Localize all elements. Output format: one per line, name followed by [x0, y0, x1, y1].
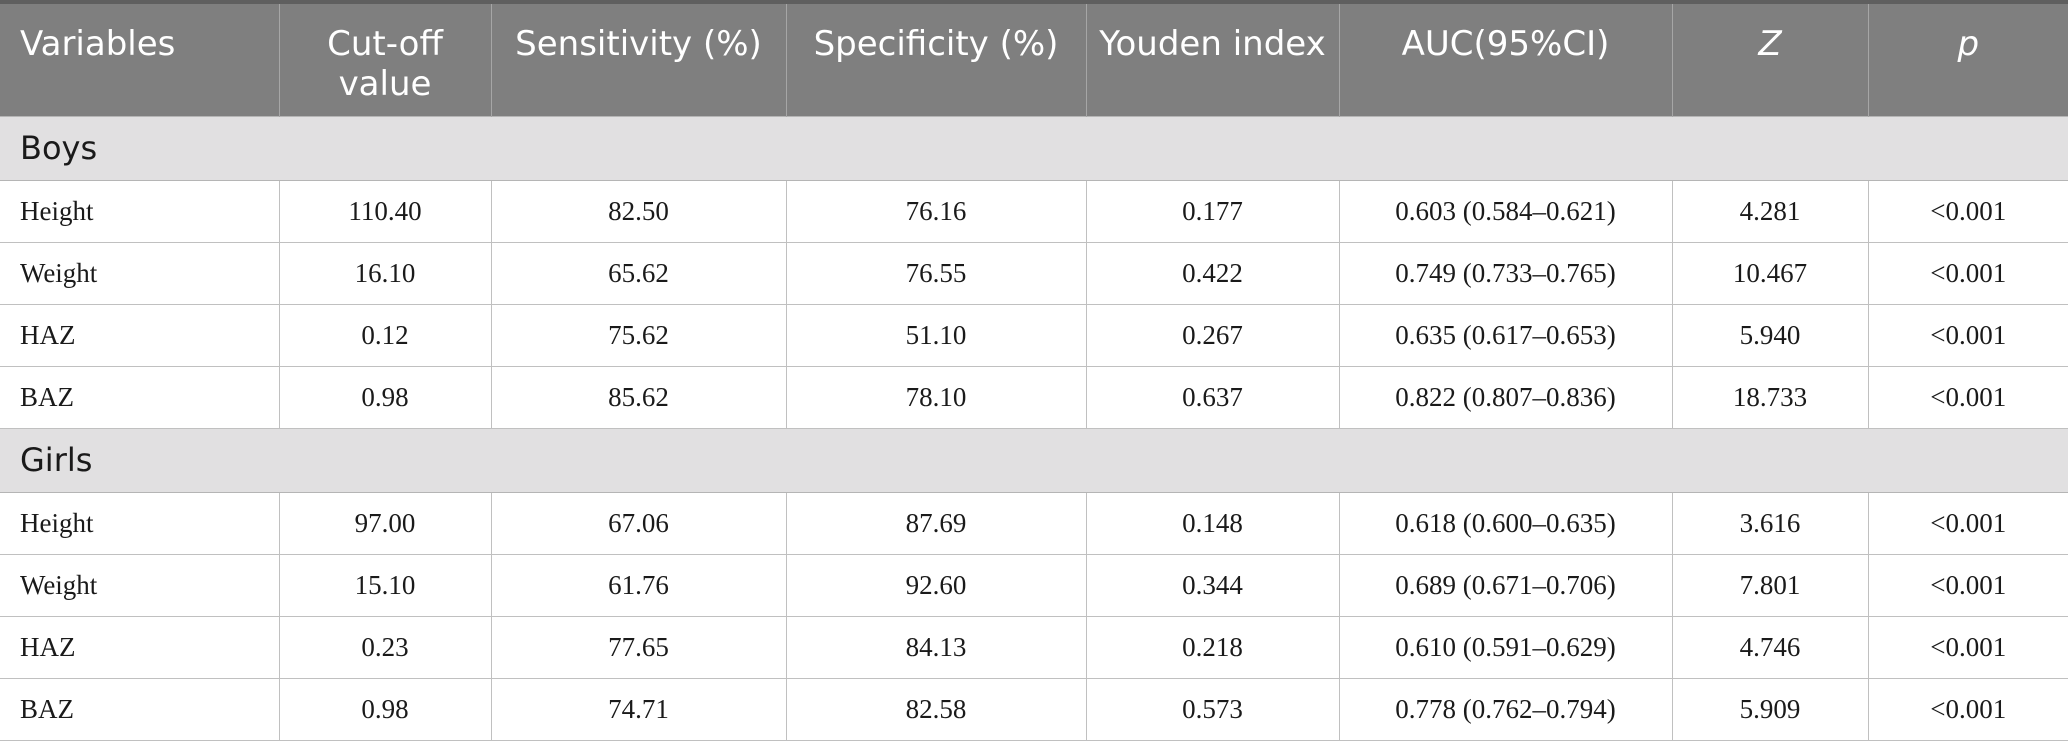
cell-youden-index: 0.218 [1086, 616, 1340, 679]
table-row: Height 110.40 82.50 76.16 0.177 0.603 (0.584–… [0, 180, 2068, 243]
cell-specificity: 82.58 [786, 678, 1087, 741]
cell-p: <0.001 [1868, 616, 2068, 679]
cell-z: 4.746 [1672, 616, 1869, 679]
cell-specificity: 84.13 [786, 616, 1087, 679]
column-header-auc-95ci: AUC(95%CI) [1339, 0, 1673, 116]
cell-youden-index: 0.637 [1086, 366, 1340, 429]
cell-cut-off-value: 0.98 [279, 678, 492, 741]
cell-variables: BAZ [0, 366, 280, 429]
cell-variables: Height [0, 180, 280, 243]
group-row-girls: Girls [0, 427, 2068, 493]
cell-sensitivity: 85.62 [491, 366, 787, 429]
column-header-variables: Variables [0, 0, 280, 116]
cell-sensitivity: 75.62 [491, 304, 787, 367]
cell-specificity: 76.16 [786, 180, 1087, 243]
cell-p: <0.001 [1868, 304, 2068, 367]
cell-variables: Height [0, 492, 280, 555]
cell-youden-index: 0.573 [1086, 678, 1340, 741]
cell-variables: Weight [0, 554, 280, 617]
table-row: Height 97.00 67.06 87.69 0.148 0.618 (0.600–0… [0, 492, 2068, 555]
cell-cut-off-value: 110.40 [279, 180, 492, 243]
cell-z: 4.281 [1672, 180, 1869, 243]
column-header-p: p [1868, 0, 2068, 116]
cell-sensitivity: 67.06 [491, 492, 787, 555]
cell-cut-off-value: 15.10 [279, 554, 492, 617]
cell-auc-95ci: 0.778 (0.762–0.794) [1339, 678, 1673, 741]
table-row: BAZ 0.98 85.62 78.10 0.637 0.822 (0.807–0.836… [0, 366, 2068, 429]
cell-auc-95ci: 0.603 (0.584–0.621) [1339, 180, 1673, 243]
cell-p: <0.001 [1868, 180, 2068, 243]
cell-auc-95ci: 0.749 (0.733–0.765) [1339, 242, 1673, 305]
cell-auc-95ci: 0.618 (0.600–0.635) [1339, 492, 1673, 555]
cell-specificity: 87.69 [786, 492, 1087, 555]
cell-auc-95ci: 0.822 (0.807–0.836) [1339, 366, 1673, 429]
cell-sensitivity: 74.71 [491, 678, 787, 741]
cell-specificity: 51.10 [786, 304, 1087, 367]
cell-youden-index: 0.422 [1086, 242, 1340, 305]
cell-youden-index: 0.267 [1086, 304, 1340, 367]
cell-p: <0.001 [1868, 366, 2068, 429]
cell-z: 3.616 [1672, 492, 1869, 555]
group-row-boys: Boys [0, 115, 2068, 181]
column-header-cut-off-value: Cut-off value [279, 0, 492, 116]
cell-z: 18.733 [1672, 366, 1869, 429]
column-header-sensitivity: Sensitivity (%) [491, 0, 787, 116]
cell-youden-index: 0.344 [1086, 554, 1340, 617]
cell-sensitivity: 82.50 [491, 180, 787, 243]
cell-sensitivity: 61.76 [491, 554, 787, 617]
table-row: Weight 15.10 61.76 92.60 0.344 0.689 (0.671–0… [0, 554, 2068, 617]
cell-sensitivity: 77.65 [491, 616, 787, 679]
table-header: Variables Cut-off value Sensitivity (%) Spe… [0, 0, 2068, 116]
cell-auc-95ci: 0.610 (0.591–0.629) [1339, 616, 1673, 679]
cell-z: 5.940 [1672, 304, 1869, 367]
cell-specificity: 92.60 [786, 554, 1087, 617]
table-body: Boys Height 110.40 82.50 76.16 0.177 0.603 (0.… [0, 115, 2068, 741]
cell-variables: Weight [0, 242, 280, 305]
column-header-youden-index: Youden index [1086, 0, 1340, 116]
column-header-specificity: Specificity (%) [786, 0, 1087, 116]
column-header-z: Z [1672, 0, 1869, 116]
cell-cut-off-value: 0.12 [279, 304, 492, 367]
cell-cut-off-value: 97.00 [279, 492, 492, 555]
cell-cut-off-value: 16.10 [279, 242, 492, 305]
cell-z: 10.467 [1672, 242, 1869, 305]
cell-specificity: 76.55 [786, 242, 1087, 305]
cell-cut-off-value: 0.98 [279, 366, 492, 429]
cell-p: <0.001 [1868, 492, 2068, 555]
table-row: Weight 16.10 65.62 76.55 0.422 0.749 (0.733–0… [0, 242, 2068, 305]
cell-variables: BAZ [0, 678, 280, 741]
header-row: Variables Cut-off value Sensitivity (%) Spe… [0, 0, 2068, 116]
cell-cut-off-value: 0.23 [279, 616, 492, 679]
cell-specificity: 78.10 [786, 366, 1087, 429]
cell-youden-index: 0.148 [1086, 492, 1340, 555]
cell-z: 7.801 [1672, 554, 1869, 617]
cell-p: <0.001 [1868, 554, 2068, 617]
table-row: HAZ 0.12 75.62 51.10 0.267 0.635 (0.617–0.653… [0, 304, 2068, 367]
cell-variables: HAZ [0, 616, 280, 679]
group-label: Boys [0, 115, 2068, 181]
cell-p: <0.001 [1868, 242, 2068, 305]
cell-p: <0.001 [1868, 678, 2068, 741]
cell-sensitivity: 65.62 [491, 242, 787, 305]
table-row: HAZ 0.23 77.65 84.13 0.218 0.610 (0.591–0.629… [0, 616, 2068, 679]
cell-auc-95ci: 0.689 (0.671–0.706) [1339, 554, 1673, 617]
cell-youden-index: 0.177 [1086, 180, 1340, 243]
cell-auc-95ci: 0.635 (0.617–0.653) [1339, 304, 1673, 367]
cell-z: 5.909 [1672, 678, 1869, 741]
cell-variables: HAZ [0, 304, 280, 367]
table-row: BAZ 0.98 74.71 82.58 0.573 0.778 (0.762–0.794… [0, 678, 2068, 741]
group-label: Girls [0, 427, 2068, 493]
